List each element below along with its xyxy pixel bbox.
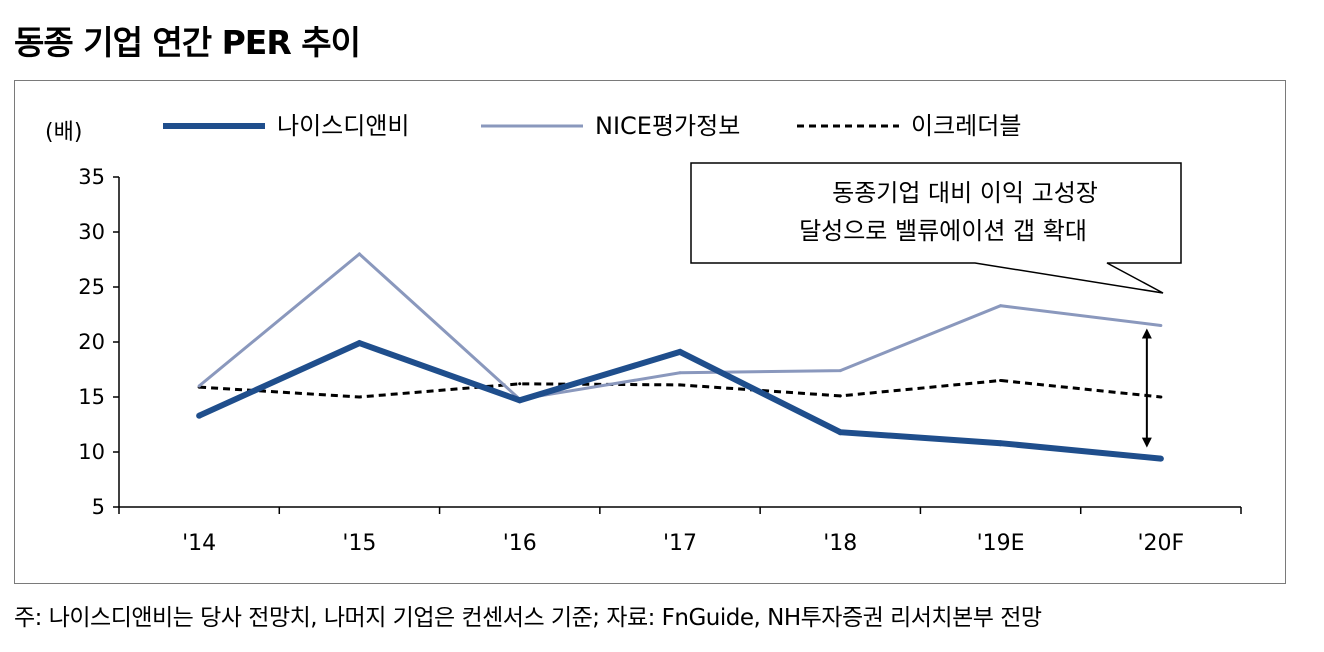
x-tick-label: '18 — [823, 531, 857, 556]
legend-label-3: 이크레더블 — [911, 112, 1021, 140]
x-tick-label: '16 — [503, 531, 537, 556]
legend-label-2: NICE평가정보 — [595, 112, 740, 140]
y-tick-label: 15 — [78, 385, 105, 409]
data-point-3 — [357, 395, 361, 399]
x-tick-label: '20F — [1138, 531, 1185, 556]
data-point-2 — [678, 371, 682, 375]
series-line-2 — [198, 252, 1162, 401]
page-title: 동종 기업 연간 PER 추이 — [14, 23, 361, 62]
data-point-2 — [838, 369, 842, 373]
y-axis-label: (배) — [45, 120, 82, 145]
data-point-1 — [516, 397, 523, 404]
data-point-1 — [196, 412, 203, 419]
data-point-1 — [837, 429, 844, 436]
data-point-2 — [197, 384, 201, 388]
footnote: 주: 나이스디앤비는 당사 전망치, 나머지 기업은 컨센서스 기준; 자료: … — [14, 605, 1042, 631]
series-line-3 — [199, 378, 1162, 399]
x-tick-label: '15 — [342, 531, 376, 556]
annotation-line-1: 동종기업 대비 이익 고성장 — [832, 179, 1098, 207]
x-tick-label: '14 — [182, 531, 216, 556]
data-point-1 — [356, 340, 363, 347]
data-point-2 — [1159, 324, 1163, 327]
data-point-3 — [838, 394, 842, 398]
line-chart: 5 10 15 20 25 30 35 '14 '15 '16 '17 '18 '19E '20F (배) 나… — [45, 112, 1242, 556]
legend-label-1: 나이스디앤비 — [277, 112, 409, 140]
series-line-1 — [197, 339, 1162, 462]
y-tick-label: 20 — [78, 330, 105, 354]
data-point-1 — [997, 440, 1004, 447]
chart-frame: 5 10 15 20 25 30 35 '14 '15 '16 '17 '18 '19E '20F (배) 나… — [14, 80, 1286, 584]
data-point-1 — [677, 348, 683, 355]
y-tick-label: 25 — [78, 275, 105, 299]
annotation-line-2: 달성으로 밸류에이션 갭 확대 — [799, 217, 1087, 245]
data-point-3 — [1159, 395, 1163, 399]
data-point-2 — [999, 304, 1003, 308]
y-tick-label: 10 — [78, 440, 105, 464]
y-tick-label: 30 — [78, 220, 105, 244]
data-point-3 — [518, 382, 522, 386]
x-tick-label: '17 — [663, 531, 697, 556]
y-tick-label: 35 — [78, 165, 105, 189]
y-tick-label: 5 — [92, 495, 105, 519]
data-point-1 — [1157, 455, 1164, 462]
data-point-3 — [678, 383, 682, 387]
x-tick-label: '19E — [977, 531, 1025, 556]
data-point-3 — [999, 379, 1003, 382]
data-point-2 — [357, 252, 361, 256]
annotation-callout — [690, 162, 1182, 294]
